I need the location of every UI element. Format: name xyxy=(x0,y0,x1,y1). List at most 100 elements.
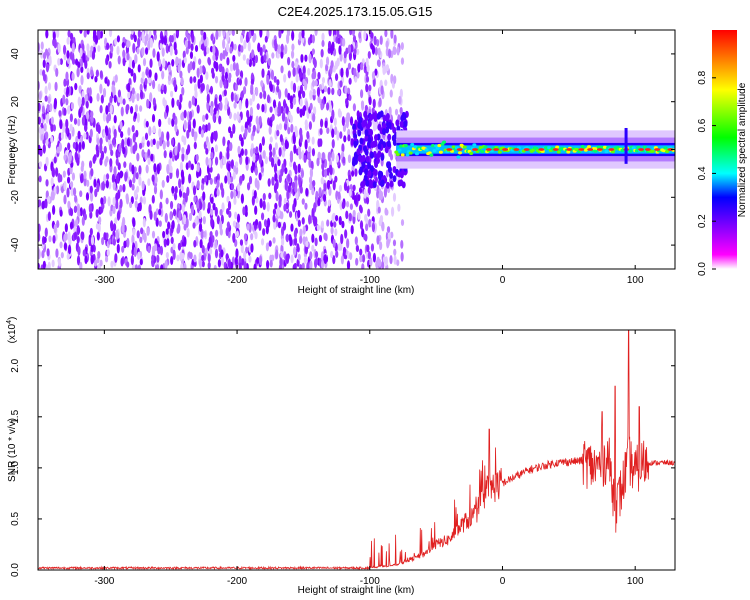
heatmap-cell xyxy=(377,123,382,131)
heatmap-cell xyxy=(181,86,185,96)
heatmap-cell xyxy=(83,176,87,187)
heatmap-cell xyxy=(352,123,357,131)
heatmap-cell xyxy=(169,200,174,210)
heatmap-cell xyxy=(380,179,385,187)
heatmap-cell xyxy=(305,240,309,248)
heatmap-cell xyxy=(276,85,280,93)
heatmap-cell xyxy=(214,229,219,237)
heatmap-cell xyxy=(198,258,203,269)
heatmap-cell xyxy=(309,260,313,269)
heatmap-cell xyxy=(146,140,150,148)
heatmap-cell xyxy=(278,30,282,39)
heatmap-cell xyxy=(298,176,302,187)
heatmap-cell xyxy=(311,244,315,252)
heatmap-cell xyxy=(384,79,388,87)
heatmap-cell xyxy=(147,157,151,166)
heatmap-cell xyxy=(99,83,103,94)
heatmap-cell xyxy=(376,152,381,160)
heatmap-cell xyxy=(342,156,346,164)
colorbar-tick-label: 0.0 xyxy=(697,262,708,276)
heatmap-marks xyxy=(38,30,675,269)
heatmap-cell xyxy=(227,258,231,269)
heatmap-cell xyxy=(284,44,288,55)
heatmap-cell xyxy=(42,59,46,68)
heatmap-cell xyxy=(389,89,393,98)
heatmap-cell xyxy=(397,203,401,212)
heatmap-cell xyxy=(146,226,150,236)
heatmap-cell xyxy=(255,115,259,125)
heatmap-cell xyxy=(192,222,196,229)
heatmap-cell xyxy=(221,187,225,198)
heatmap-cell xyxy=(347,134,351,142)
heatmap-cell xyxy=(368,84,372,92)
heatmap-cell xyxy=(290,223,294,232)
heatmap-cell xyxy=(332,255,336,265)
heatmap-cell xyxy=(112,205,116,215)
heatmap-cell xyxy=(267,58,272,66)
heatmap-cell xyxy=(369,113,374,121)
heatmap-cell xyxy=(312,69,317,80)
heatmap-cell xyxy=(321,151,325,161)
heatmap-cell xyxy=(232,61,237,71)
heatmap-cell xyxy=(294,125,298,133)
heatmap-cell xyxy=(130,68,134,77)
heatmap-cell xyxy=(166,238,170,246)
heatmap-cell xyxy=(317,197,321,207)
heatmap-cell xyxy=(358,116,363,124)
heatmap-cell xyxy=(371,222,376,233)
heatmap-cell xyxy=(196,201,200,209)
heatmap-cell xyxy=(127,91,131,99)
heatmap-cell xyxy=(355,257,359,266)
heatmap-cell xyxy=(314,237,318,247)
heatmap-cell xyxy=(159,245,164,256)
heatmap-cell xyxy=(59,58,63,66)
heatmap-cell xyxy=(262,228,266,236)
heatmap-cell xyxy=(287,70,291,79)
heatmap-cell xyxy=(136,185,140,193)
heatmap-cell xyxy=(122,49,126,59)
heatmap-cell xyxy=(172,243,176,250)
heatmap-cell xyxy=(319,58,323,69)
heatmap-cell xyxy=(104,255,109,263)
heatmap-cell xyxy=(348,94,352,101)
heatmap-cell xyxy=(200,228,204,240)
heatmap-x-label: Height of straight line (km) xyxy=(298,285,415,296)
heatmap-cell xyxy=(258,142,263,153)
heatmap-cell xyxy=(151,114,156,123)
heatmap-peak-cell xyxy=(644,148,651,151)
heatmap-cell xyxy=(351,159,356,167)
heatmap-cell xyxy=(83,132,87,140)
heatmap-cell xyxy=(165,104,169,114)
heatmap-cell xyxy=(99,70,103,79)
heatmap-cell xyxy=(94,35,99,44)
heatmap-cell xyxy=(156,140,160,150)
heatmap-cell xyxy=(290,50,295,59)
heatmap-cell xyxy=(220,256,224,266)
heatmap-cell xyxy=(153,211,157,222)
heatmap-cell xyxy=(294,186,298,193)
heatmap-cell xyxy=(262,200,266,210)
heatmap-peak-cell xyxy=(552,148,559,151)
heatmap-cell xyxy=(326,127,330,135)
heatmap-cell xyxy=(136,112,140,123)
snr-x-tick-label: 100 xyxy=(627,576,644,587)
heatmap-cell xyxy=(189,51,194,60)
heatmap-cell xyxy=(392,239,397,247)
heatmap-cell xyxy=(339,131,343,139)
heatmap-cell xyxy=(98,216,102,224)
heatmap-cell xyxy=(39,68,43,76)
heatmap-cell xyxy=(378,258,382,268)
heatmap-cell xyxy=(205,71,209,80)
heatmap-cell xyxy=(390,206,395,217)
heatmap-cell xyxy=(239,239,244,246)
heatmap-cell xyxy=(289,150,293,160)
heatmap-peak-cell xyxy=(654,148,661,151)
heatmap-cell xyxy=(88,160,93,169)
snr-multiplier: (x104) xyxy=(6,317,18,344)
heatmap-cell xyxy=(335,250,339,258)
heatmap-cell xyxy=(321,162,325,171)
heatmap-cell xyxy=(124,137,128,146)
heatmap-cell xyxy=(183,109,187,119)
heatmap-cell xyxy=(207,58,212,66)
heatmap-cell xyxy=(328,104,333,113)
